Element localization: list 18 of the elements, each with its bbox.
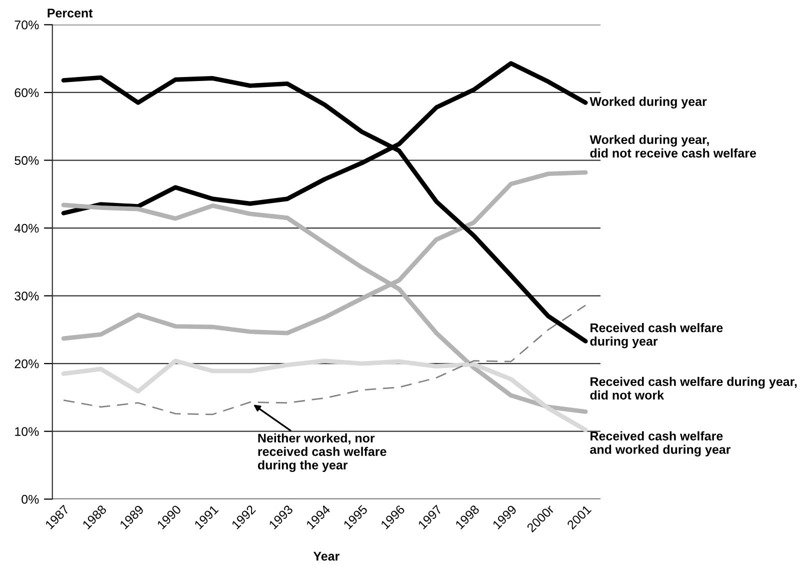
series-label: Received cash welfare and worked during year [590, 431, 731, 456]
y-tick-label: 60% [14, 88, 39, 98]
series-label: Worked during year, did not receive cash welfare [590, 134, 756, 158]
y-tick-label: 0% [22, 494, 39, 504]
y-tick-label: 10% [15, 427, 39, 436]
x-axis-title: Year [313, 552, 340, 561]
line-series [62, 304, 586, 416]
y-tick-label: 20% [14, 359, 39, 368]
series-label: Received cash welfare during year [590, 323, 723, 348]
annotation: Neither worked, nor received cash welfare during the year [258, 433, 386, 472]
series-label: Worked during year [590, 96, 707, 109]
series-label: Received cash welfare during year, did not work [590, 376, 797, 400]
y-tick-label: 40% [14, 224, 39, 233]
line-series [61, 358, 588, 432]
y-tick-label: 30% [14, 292, 39, 300]
y-tick-label: 70% [14, 20, 39, 30]
y-axis-title: Percent [48, 8, 93, 18]
y-tick-label: 50% [14, 156, 39, 165]
